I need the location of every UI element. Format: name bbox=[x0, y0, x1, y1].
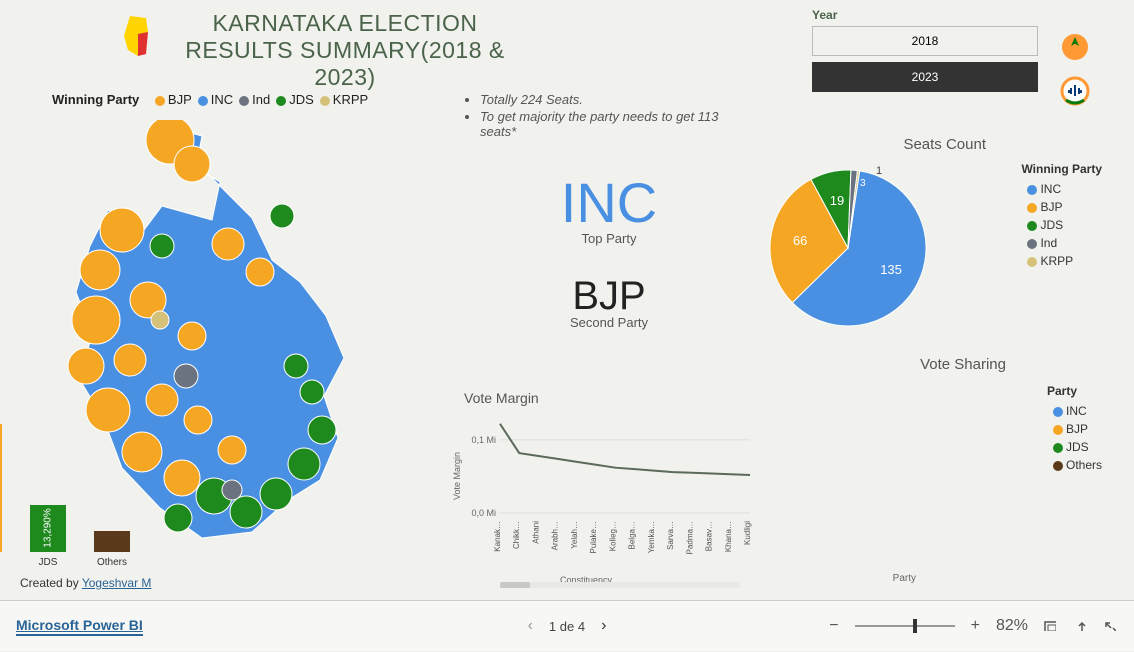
seats-pie-chart[interactable]: 135 66 19 13 bbox=[764, 164, 932, 332]
top-party-label: Top Party bbox=[464, 231, 754, 246]
vote-sharing-xlabel: Party bbox=[893, 573, 916, 584]
legend-item[interactable]: KRPP bbox=[314, 92, 368, 107]
zoom-thumb[interactable] bbox=[913, 619, 917, 633]
svg-text:Padma…: Padma… bbox=[685, 521, 694, 554]
page-indicator: 1 de 4 bbox=[549, 619, 585, 634]
svg-text:3: 3 bbox=[860, 178, 866, 189]
top-party-name: INC bbox=[464, 170, 754, 235]
seats-title: Seats Count bbox=[903, 136, 986, 153]
fullscreen-icon[interactable] bbox=[1102, 619, 1118, 633]
fit-page-icon[interactable] bbox=[1042, 619, 1058, 633]
second-party-label: Second Party bbox=[464, 315, 754, 330]
svg-text:Khana…: Khana… bbox=[724, 521, 733, 552]
svg-text:Kudligi: Kudligi bbox=[743, 521, 752, 545]
vote-margin-title: Vote Margin bbox=[464, 390, 539, 406]
svg-text:0,1 Mi: 0,1 Mi bbox=[471, 435, 496, 445]
legend-item[interactable]: Ind bbox=[1021, 234, 1102, 252]
year-option-2023[interactable]: 2023 bbox=[812, 62, 1038, 92]
year-label: Year bbox=[812, 8, 1038, 22]
svg-text:19: 19 bbox=[830, 193, 844, 208]
svg-text:Yemka…: Yemka… bbox=[647, 521, 656, 553]
vote-sharing-title: Vote Sharing bbox=[920, 356, 1006, 373]
credit-text: Created by Yogeshvar M bbox=[20, 576, 151, 590]
report-title: KARNATAKA ELECTION RESULTS SUMMARY(2018 … bbox=[180, 10, 510, 91]
powerbi-brand-link[interactable]: Microsoft Power BI bbox=[16, 617, 143, 636]
map-legend: Winning Party BJPINCIndJDSKRPP bbox=[52, 92, 368, 107]
vote-margin-scrollbar[interactable] bbox=[500, 582, 740, 588]
prev-page-button[interactable]: ‹ bbox=[524, 613, 537, 639]
state-logo-icon bbox=[116, 12, 164, 60]
seats-legend: Winning Party INCBJPJDSIndKRPP bbox=[1021, 160, 1102, 270]
zoom-in-button[interactable]: + bbox=[969, 615, 982, 637]
zoom-slider[interactable] bbox=[855, 625, 955, 627]
year-option-2018[interactable]: 2018 bbox=[812, 26, 1038, 56]
svg-text:Arabh…: Arabh… bbox=[551, 521, 560, 550]
vote-margin-chart[interactable]: 0,0 Mi 0,1 Mi Kanak… Chikk… Athani Arabh… Yela… bbox=[458, 410, 754, 575]
bjp-logo-icon bbox=[1060, 32, 1090, 62]
bullet-item: To get majority the party needs to get 1… bbox=[480, 109, 754, 139]
svg-text:0,0 Mi: 0,0 Mi bbox=[471, 508, 496, 518]
vote-sharing-chart[interactable]: 42,880%INC36,000%BJP13,290%JDSOthers bbox=[0, 392, 162, 568]
bar[interactable]: 13,290%JDS bbox=[30, 505, 66, 552]
pager: ‹ 1 de 4 › bbox=[524, 613, 611, 639]
year-slicer: Year 2018 2023 bbox=[812, 8, 1038, 98]
svg-text:66: 66 bbox=[793, 233, 807, 248]
legend-item[interactable]: INC bbox=[192, 92, 233, 107]
vs-legend-header: Party bbox=[1047, 382, 1102, 400]
next-page-button[interactable]: › bbox=[597, 613, 610, 639]
legend-item[interactable]: BJP bbox=[149, 92, 192, 107]
legend-item[interactable]: BJP bbox=[1047, 420, 1102, 438]
seats-legend-header: Winning Party bbox=[1021, 160, 1102, 178]
second-party-name: BJP bbox=[464, 274, 754, 319]
svg-text:Kolleg…: Kolleg… bbox=[608, 521, 617, 551]
zoom-value: 82% bbox=[996, 617, 1028, 635]
bar[interactable]: Others bbox=[94, 531, 130, 552]
author-link[interactable]: Yogeshvar M bbox=[82, 576, 152, 590]
svg-text:Chikk…: Chikk… bbox=[512, 521, 521, 549]
map-legend-label: Winning Party bbox=[52, 92, 139, 107]
powerbi-toolbar: Microsoft Power BI ‹ 1 de 4 › − + 82% bbox=[0, 601, 1134, 651]
svg-text:135: 135 bbox=[880, 262, 902, 277]
legend-item[interactable]: Others bbox=[1047, 456, 1102, 474]
legend-item[interactable]: INC bbox=[1021, 180, 1102, 198]
legend-item[interactable]: INC bbox=[1047, 402, 1102, 420]
share-icon[interactable] bbox=[1072, 619, 1088, 633]
svg-text:Sarva…: Sarva… bbox=[666, 521, 675, 550]
inc-logo-icon bbox=[1060, 76, 1090, 106]
bar[interactable]: 36,000%BJP bbox=[0, 424, 2, 552]
legend-item[interactable]: KRPP bbox=[1021, 252, 1102, 270]
svg-text:Pulake…: Pulake… bbox=[589, 521, 598, 553]
legend-item[interactable]: JDS bbox=[1021, 216, 1102, 234]
svg-text:Belga…: Belga… bbox=[628, 521, 637, 549]
legend-item[interactable]: BJP bbox=[1021, 198, 1102, 216]
legend-item[interactable]: JDS bbox=[270, 92, 314, 107]
svg-text:Kanak…: Kanak… bbox=[493, 521, 502, 552]
svg-text:Basav…: Basav… bbox=[705, 521, 714, 551]
bullet-item: Totally 224 Seats. bbox=[480, 92, 754, 107]
vote-sharing-legend: Party INCBJPJDSOthers bbox=[1047, 382, 1102, 474]
report-canvas: KARNATAKA ELECTION RESULTS SUMMARY(2018 … bbox=[0, 0, 1134, 600]
legend-item[interactable]: JDS bbox=[1047, 438, 1102, 456]
zoom-out-button[interactable]: − bbox=[827, 615, 840, 637]
svg-text:Athani: Athani bbox=[531, 521, 540, 544]
svg-text:1: 1 bbox=[876, 165, 882, 177]
svg-text:Yelah…: Yelah… bbox=[570, 521, 579, 549]
top-party-card: INC Top Party BJP Second Party bbox=[464, 170, 754, 330]
legend-item[interactable]: Ind bbox=[233, 92, 270, 107]
scrollbar-thumb[interactable] bbox=[500, 582, 530, 588]
info-bullets: Totally 224 Seats. To get majority the p… bbox=[464, 92, 754, 141]
